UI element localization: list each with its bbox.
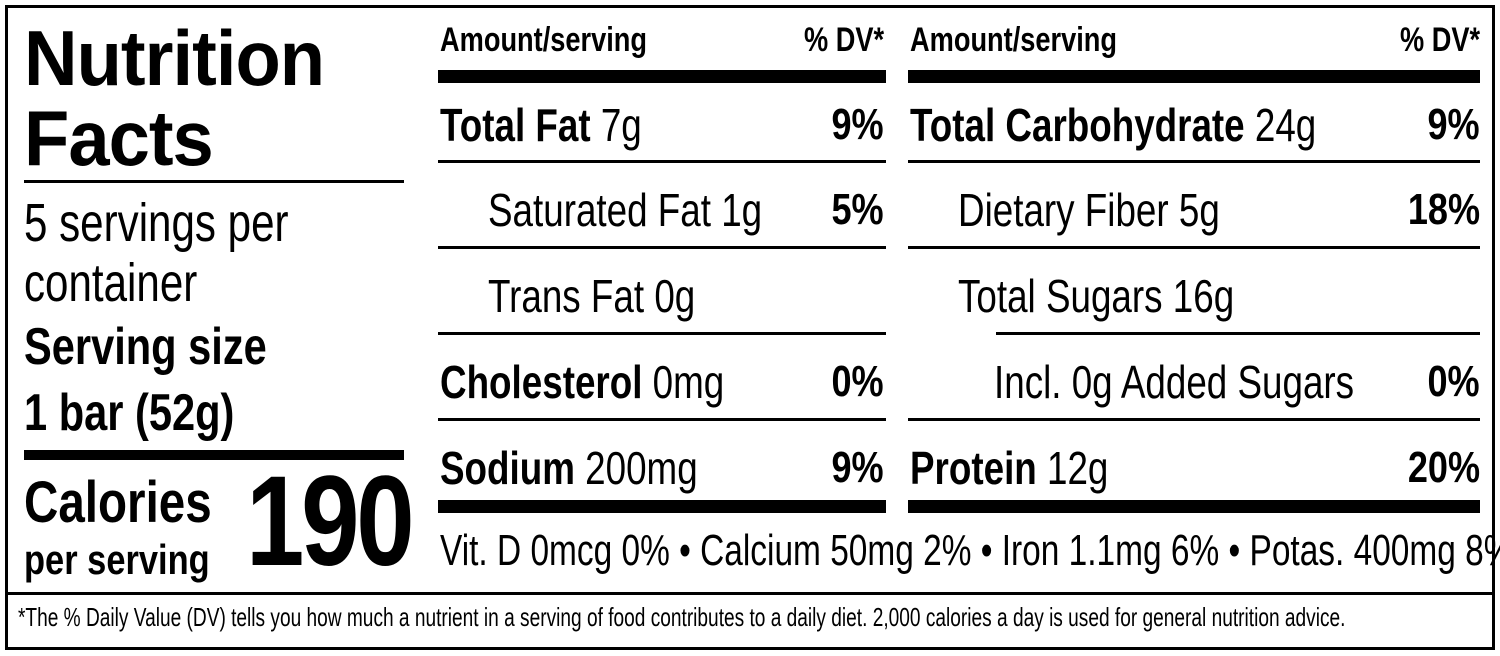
nutrient-row-trans-fat: Trans Fat 0g	[488, 270, 696, 322]
dv-added-sugars: 0%	[1427, 357, 1480, 406]
serving-size-label: Serving size	[24, 318, 267, 376]
nutrition-label	[5, 5, 1495, 650]
divider-thin	[908, 160, 1480, 163]
divider-thick	[24, 450, 404, 460]
header-amount-left: Amount/serving	[440, 21, 648, 59]
dv-total-carbohydrate: 9%	[1427, 100, 1480, 149]
dv-total-fat: 9%	[831, 100, 884, 149]
divider-thick	[908, 500, 1480, 513]
nutrient-row-sodium: Sodium 200mg	[440, 442, 698, 494]
nutrient-row-protein: Protein 12g	[910, 442, 1109, 494]
servings-per-container-2: container	[24, 253, 198, 313]
calories-label: Calories	[24, 470, 212, 535]
servings-per-container-1: 5 servings per	[24, 193, 289, 253]
divider-thin	[908, 418, 1480, 421]
dv-dietary-fiber: 18%	[1407, 185, 1480, 234]
nutrient-row-cholesterol: Cholesterol 0mg	[440, 356, 725, 408]
divider-thick	[438, 500, 886, 513]
nutrient-row-total-fat: Total Fat 7g	[440, 99, 642, 151]
divider-thick	[438, 70, 886, 83]
divider-thin	[8, 592, 1492, 595]
dv-sodium: 9%	[831, 443, 884, 492]
serving-size-value: 1 bar (52g)	[24, 384, 235, 442]
title-line-2: Facts	[24, 94, 214, 182]
header-amount-right: Amount/serving	[910, 21, 1118, 59]
calories-sublabel: per serving	[24, 536, 210, 583]
divider-thin	[996, 332, 1480, 335]
nutrient-row-total-carbohydrate: Total Carbohydrate 24g	[910, 99, 1317, 151]
nutrient-row-dietary-fiber: Dietary Fiber 5g	[958, 184, 1220, 236]
nutrient-row-total-sugars: Total Sugars 16g	[958, 270, 1235, 322]
calories-value: 190	[246, 450, 415, 593]
dv-cholesterol: 0%	[831, 357, 884, 406]
dv-protein: 20%	[1407, 443, 1480, 492]
header-dv-right: % DV*	[1399, 21, 1480, 59]
divider-thin	[438, 246, 886, 249]
dv-saturated-fat: 5%	[831, 185, 884, 234]
divider-thick	[908, 70, 1480, 83]
divider-thin	[438, 418, 886, 421]
footnote: *The % Daily Value (DV) tells you how mu…	[18, 602, 1346, 632]
divider-thin	[438, 160, 886, 163]
title-line-1: Nutrition	[24, 14, 325, 102]
vitamins-minerals-line: Vit. D 0mcg 0% • Calcium 50mg 2% • Iron …	[440, 526, 1500, 575]
nutrient-row-added-sugars: Incl. 0g Added Sugars	[994, 356, 1355, 408]
divider-thin	[908, 246, 1480, 249]
header-dv-left: % DV*	[803, 21, 884, 59]
nutrient-row-saturated-fat: Saturated Fat 1g	[488, 184, 763, 236]
divider-thin	[24, 180, 404, 183]
divider-thin	[438, 332, 886, 335]
